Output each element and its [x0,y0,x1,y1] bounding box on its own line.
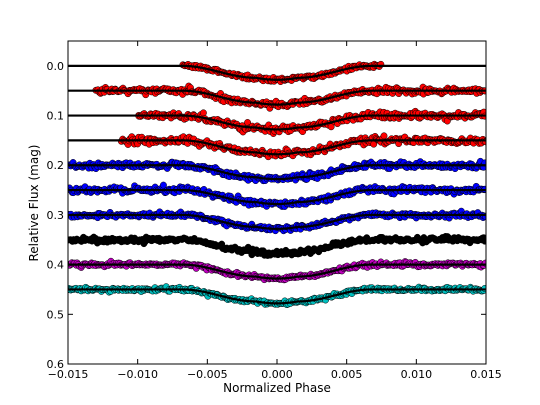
model-fit-line [68,64,486,81]
model-fit-line [68,114,486,131]
data-point [380,132,388,140]
light-curve-series-6 [68,181,486,210]
model-fit-line [68,89,486,106]
y-tick-label: 0.3 [47,209,65,222]
model-fit-line [68,188,486,206]
x-tick-label: 0.015 [470,368,502,381]
x-tick-label: 0.000 [261,368,293,381]
x-tick-label: 0.010 [401,368,433,381]
y-tick-label: 0.0 [47,60,65,73]
light-curve-series-8 [68,233,486,259]
x-axis-label: Normalized Phase [223,381,331,395]
y-axis-label: Relative Flux (mag) [27,145,41,262]
x-tick-label: −0.010 [117,368,158,381]
data-point [327,123,335,131]
model-fit-line [68,213,486,230]
model-fit-line [68,164,486,181]
plot-area [68,60,486,308]
light-curve-series-7 [68,207,486,235]
y-tick-label: 0.2 [47,159,65,172]
model-fit-line [68,238,486,255]
data-point [159,181,167,189]
light-curve-series-3 [68,107,486,137]
light-curve-series-4 [68,132,486,161]
x-tick-label: 0.005 [331,368,363,381]
light-curve-series-9 [68,257,486,284]
data-point [199,109,207,117]
y-tick-label: 0.4 [47,259,65,272]
y-tick-label: 0.6 [47,358,65,371]
model-fit-line [68,139,486,156]
y-tick-label: 0.1 [47,110,65,123]
light-curve-series-2 [68,82,486,112]
light-curve-series-1 [68,60,486,86]
y-tick-label: 0.5 [47,308,65,321]
x-tick-label: −0.005 [187,368,228,381]
